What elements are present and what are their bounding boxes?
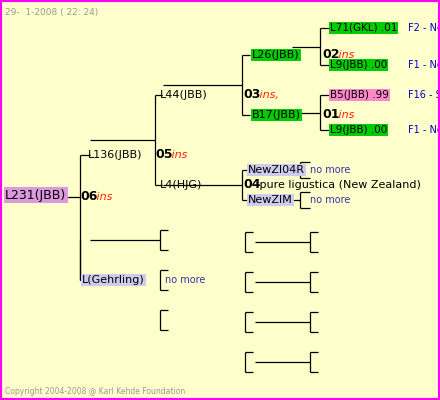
Text: F2 - NewZl00R: F2 - NewZl00R <box>408 23 440 33</box>
Text: 03: 03 <box>243 88 260 102</box>
Text: ins: ins <box>335 50 354 60</box>
Text: B5(JBB) .99: B5(JBB) .99 <box>330 90 389 100</box>
Text: L136(JBB): L136(JBB) <box>88 150 143 160</box>
Text: ins: ins <box>93 192 112 202</box>
Text: 05: 05 <box>155 148 172 162</box>
Text: F1 - NewZl00R: F1 - NewZl00R <box>408 125 440 135</box>
Text: no more: no more <box>310 195 350 205</box>
Text: 06: 06 <box>80 190 97 204</box>
Text: Copyright 2004-2008 @ Karl Kehde Foundation: Copyright 2004-2008 @ Karl Kehde Foundat… <box>5 387 185 396</box>
Text: F1 - NewZl00R: F1 - NewZl00R <box>408 60 440 70</box>
Text: ins,: ins, <box>256 90 279 100</box>
Text: L26(JBB): L26(JBB) <box>252 50 300 60</box>
Text: 02: 02 <box>322 48 340 62</box>
Text: ins: ins <box>168 150 187 160</box>
Text: 01: 01 <box>322 108 340 122</box>
Text: L9(JBB) .00: L9(JBB) .00 <box>330 60 387 70</box>
Text: L44(JBB): L44(JBB) <box>160 90 208 100</box>
Text: no more: no more <box>165 275 205 285</box>
Text: L9(JBB) .00: L9(JBB) .00 <box>330 125 387 135</box>
Text: pure ligustica (New Zealand): pure ligustica (New Zealand) <box>256 180 421 190</box>
Text: F16 - Sinop62R: F16 - Sinop62R <box>408 90 440 100</box>
Text: NewZlM: NewZlM <box>248 195 293 205</box>
Text: 04: 04 <box>243 178 260 192</box>
Text: ins: ins <box>335 110 354 120</box>
Text: NewZl04R: NewZl04R <box>248 165 305 175</box>
Text: L(Gehrling): L(Gehrling) <box>82 275 145 285</box>
Text: no more: no more <box>310 165 350 175</box>
Text: B17(JBB): B17(JBB) <box>252 110 301 120</box>
Text: L71(GKL) .01: L71(GKL) .01 <box>330 23 397 33</box>
Text: L4(HJG): L4(HJG) <box>160 180 202 190</box>
Text: 29-  1-2008 ( 22: 24): 29- 1-2008 ( 22: 24) <box>5 8 98 17</box>
Text: L231(JBB): L231(JBB) <box>5 188 66 202</box>
